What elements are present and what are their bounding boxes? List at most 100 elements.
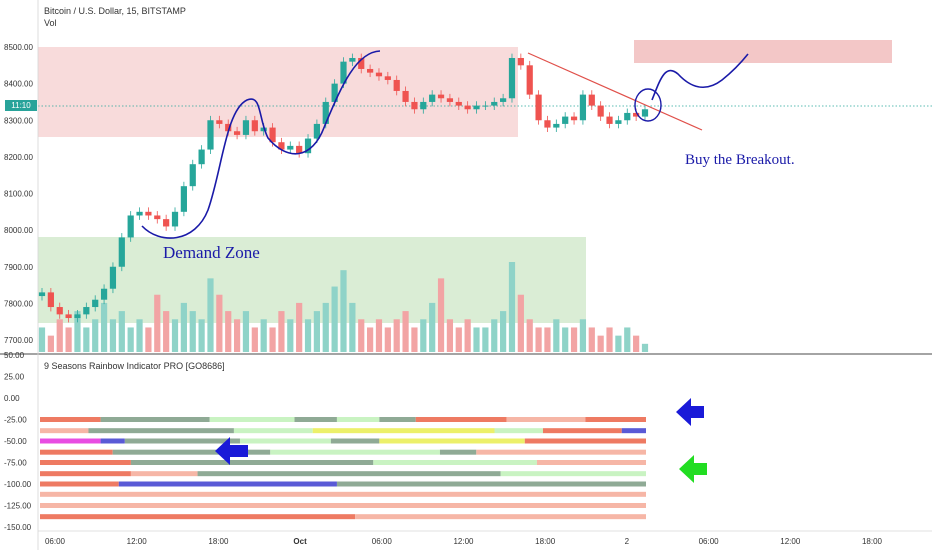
volume-bar <box>553 319 560 352</box>
volume-bar <box>500 311 507 352</box>
candle-body <box>145 211 152 216</box>
volume-bar <box>304 319 312 352</box>
candle-body <box>74 314 81 319</box>
candle-body <box>322 101 329 124</box>
rainbow-segment <box>239 438 331 444</box>
rainbow-segment <box>494 428 543 434</box>
demand-zone <box>38 237 586 323</box>
volume-bar <box>464 319 471 352</box>
rainbow-segment <box>40 481 119 487</box>
volume-bar <box>491 319 498 352</box>
candle-body <box>375 72 383 77</box>
volume-bar <box>154 294 161 352</box>
candle-body <box>331 83 338 102</box>
volume-bar <box>118 311 125 352</box>
indicator-tick-label: -75.00 <box>4 459 27 468</box>
volume-bar <box>278 311 285 352</box>
candle-body <box>198 149 205 165</box>
price-tick-label: 7800.00 <box>4 299 33 308</box>
candle-body <box>207 120 214 150</box>
candle-body <box>56 307 63 315</box>
price-axis: 8500.00 8400.00 8300.00 8200.00 8100.00 8000.… <box>4 43 33 345</box>
candle-body <box>500 98 507 102</box>
candle-body <box>154 215 161 220</box>
volume-bar <box>411 327 418 352</box>
current-price-tag: 11:10 <box>5 100 37 111</box>
volume-bar <box>74 311 81 352</box>
volume-bar <box>225 311 232 352</box>
rainbow-segment <box>379 438 525 444</box>
candle-body <box>127 215 134 238</box>
candle-body <box>455 101 462 106</box>
volume-bar <box>65 327 72 352</box>
volume-bar <box>287 319 294 352</box>
rainbow-segment <box>312 428 495 434</box>
rainbow-segment <box>524 438 646 444</box>
rainbow-segment <box>40 503 646 508</box>
candle-body <box>446 98 454 102</box>
volume-bar <box>562 327 569 352</box>
rainbow-indicator <box>40 417 646 520</box>
rainbow-segment <box>100 438 125 444</box>
volume-bar <box>216 294 223 352</box>
price-tick-label: 7900.00 <box>4 263 33 272</box>
candle-body <box>570 116 578 121</box>
volume-bar <box>127 327 134 352</box>
volume-bar <box>331 286 338 352</box>
price-tick-label: 8200.00 <box>4 153 33 162</box>
indicator-tick-label: -25.00 <box>4 416 27 425</box>
rainbow-segment <box>209 417 295 422</box>
volume-bar <box>517 294 524 352</box>
time-tick-label: 06:00 <box>372 537 393 546</box>
rainbow-segment <box>40 514 356 520</box>
volume-bar <box>429 302 436 352</box>
rainbow-segment <box>40 491 646 497</box>
volume-bar <box>136 319 143 352</box>
rainbow-segment <box>40 428 89 434</box>
volume-bar <box>402 311 409 352</box>
time-tick-label: Oct <box>293 537 307 546</box>
volume-bar <box>56 319 63 352</box>
rainbow-segment <box>500 471 646 477</box>
candle-body <box>225 123 232 132</box>
candle-body <box>269 127 276 143</box>
volume-bar <box>260 319 267 352</box>
volume-bar <box>455 327 462 352</box>
candle-body <box>544 120 551 128</box>
volume-bar <box>251 327 258 352</box>
candle-body <box>366 68 374 73</box>
volume-bar <box>269 327 276 352</box>
demand-zone-label: Demand Zone <box>163 243 260 262</box>
volume-bar <box>508 262 516 352</box>
rainbow-segment <box>294 417 337 422</box>
candle-body <box>47 292 54 308</box>
candle-body <box>526 65 533 95</box>
volume-bar <box>349 302 356 352</box>
volume-bar <box>570 327 578 352</box>
price-tick-label: 8500.00 <box>4 43 33 52</box>
candle-body <box>624 112 631 121</box>
candle-body <box>535 94 542 121</box>
candle-body <box>313 123 321 139</box>
rainbow-segment <box>40 449 113 455</box>
candle-body <box>562 116 569 124</box>
candle-body <box>251 120 258 132</box>
volume-bar <box>233 319 241 352</box>
candle-body <box>606 116 613 124</box>
trendline <box>527 52 703 131</box>
rainbow-segment <box>506 417 586 422</box>
rainbow-segment <box>40 460 131 465</box>
rainbow-segment <box>336 417 380 422</box>
time-tick-label: 12:00 <box>780 537 801 546</box>
rainbow-segment <box>621 428 646 434</box>
candle-body <box>633 112 640 117</box>
candle-body <box>615 120 622 124</box>
candle-body <box>411 101 418 110</box>
time-tick-label: 12:00 <box>453 537 474 546</box>
rainbow-segment <box>373 460 537 465</box>
rainbow-segment <box>476 449 646 455</box>
volume-bar <box>420 319 427 352</box>
candle-body <box>260 127 267 132</box>
candle-body <box>384 76 391 80</box>
candle-body <box>109 266 117 289</box>
